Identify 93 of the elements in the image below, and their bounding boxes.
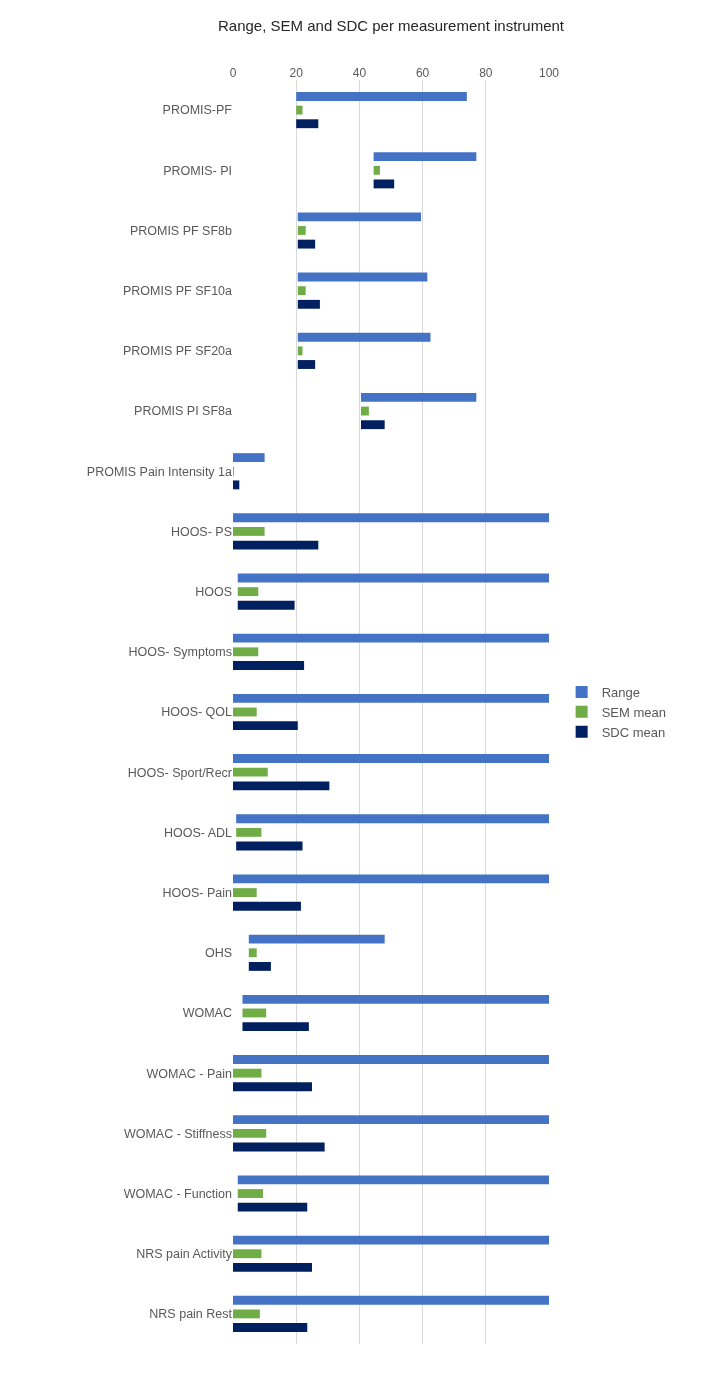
bar bbox=[233, 453, 265, 463]
y-tick-label: WOMAC - Stiffness bbox=[123, 1126, 232, 1141]
bar bbox=[236, 827, 262, 837]
bar bbox=[233, 647, 259, 657]
bar bbox=[233, 1142, 325, 1152]
y-tick-label: PROMIS PF SF10a bbox=[122, 284, 233, 299]
legend-label: SDC mean bbox=[601, 724, 666, 740]
y-tick-label: PROMIS PF SF8b bbox=[129, 223, 233, 238]
legend-label: SEM mean bbox=[601, 704, 666, 720]
bar bbox=[233, 767, 268, 777]
y-tick-label: HOOS- ADL bbox=[163, 825, 233, 840]
bar bbox=[296, 119, 319, 129]
bar bbox=[297, 239, 316, 249]
y-tick-label: HOOS- Pain bbox=[162, 885, 233, 900]
bar bbox=[233, 1323, 308, 1332]
bar bbox=[297, 272, 428, 282]
x-tick-label: 0 bbox=[229, 65, 237, 80]
bar bbox=[233, 633, 549, 643]
y-tick-label: PROMIS PI SF8a bbox=[134, 404, 233, 419]
y-tick-label: PROMIS- PI bbox=[163, 163, 232, 178]
bar bbox=[297, 346, 303, 356]
bar bbox=[233, 1082, 312, 1092]
bar bbox=[237, 1189, 264, 1198]
bar bbox=[248, 961, 271, 971]
bar bbox=[237, 1202, 308, 1212]
bar bbox=[242, 1022, 309, 1032]
y-tick-label: WOMAC bbox=[182, 1006, 232, 1021]
y-tick-label: HOOS- QOL bbox=[161, 705, 233, 720]
bar bbox=[233, 1055, 549, 1064]
bar bbox=[233, 781, 330, 791]
bar bbox=[237, 600, 295, 610]
bar bbox=[233, 526, 265, 536]
bar bbox=[297, 226, 306, 235]
x-tick-label: 40 bbox=[352, 65, 367, 80]
bar bbox=[297, 360, 316, 369]
bar bbox=[233, 693, 549, 703]
bar bbox=[233, 1295, 549, 1305]
y-tick-label: NRS pain Activity bbox=[136, 1247, 233, 1262]
bar bbox=[233, 1235, 549, 1245]
bar bbox=[248, 934, 385, 944]
bar bbox=[297, 332, 431, 342]
bar bbox=[233, 721, 298, 731]
bar bbox=[296, 105, 303, 115]
y-tick-label: WOMAC - Pain bbox=[146, 1066, 233, 1081]
bar bbox=[233, 888, 257, 898]
chart-title: Range, SEM and SDC per measurement instrument bbox=[218, 17, 565, 35]
bar bbox=[233, 1309, 260, 1319]
bar bbox=[297, 286, 306, 296]
y-tick-label: HOOS- PS bbox=[170, 524, 232, 539]
bar bbox=[233, 540, 319, 550]
y-tick-label: HOOS bbox=[195, 584, 232, 599]
y-tick-label: PROMIS Pain Intensity 1a bbox=[86, 464, 233, 479]
legend-label: Range bbox=[601, 685, 640, 701]
bar bbox=[233, 1115, 549, 1125]
bar bbox=[233, 513, 549, 523]
bar bbox=[373, 165, 380, 175]
bar bbox=[233, 1068, 262, 1078]
y-tick-label: HOOS- Symptoms bbox=[128, 645, 232, 660]
bar bbox=[237, 573, 549, 583]
x-tick-label: 100 bbox=[538, 65, 560, 80]
bar bbox=[233, 754, 549, 763]
bar bbox=[233, 901, 301, 911]
y-tick-label: OHS bbox=[204, 946, 232, 961]
y-tick-label: NRS pain Rest bbox=[149, 1307, 233, 1322]
bar bbox=[233, 480, 240, 490]
y-tick-label: PROMIS-PF bbox=[162, 103, 233, 118]
bar bbox=[233, 707, 257, 717]
bar bbox=[236, 814, 549, 824]
bar bbox=[248, 948, 257, 958]
bar bbox=[373, 152, 477, 162]
bar bbox=[233, 1128, 267, 1138]
bar bbox=[233, 1249, 262, 1259]
bar bbox=[236, 841, 303, 851]
bar bbox=[296, 92, 467, 101]
bar bbox=[373, 179, 395, 189]
x-tick-label: 20 bbox=[289, 65, 304, 80]
bar bbox=[297, 212, 422, 222]
y-tick-label: HOOS- Sport/Recr bbox=[127, 765, 232, 780]
bar bbox=[360, 392, 477, 402]
bar bbox=[360, 420, 385, 430]
bar bbox=[242, 1008, 267, 1018]
bar bbox=[233, 1262, 312, 1272]
bar bbox=[242, 994, 549, 1004]
bar bbox=[233, 874, 549, 884]
bar bbox=[233, 661, 305, 670]
y-tick-label: WOMAC - Function bbox=[123, 1186, 233, 1201]
bar bbox=[360, 406, 369, 416]
y-tick-label: PROMIS PF SF20a bbox=[122, 344, 233, 359]
bar bbox=[237, 587, 259, 597]
bar bbox=[297, 299, 320, 309]
x-tick-label: 80 bbox=[479, 65, 493, 80]
x-tick-label: 60 bbox=[415, 65, 430, 80]
bar bbox=[237, 1175, 549, 1185]
